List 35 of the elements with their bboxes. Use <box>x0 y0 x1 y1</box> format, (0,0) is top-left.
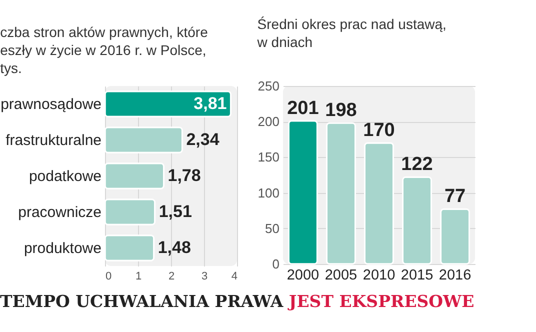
y-tick-label: 200 <box>258 114 280 130</box>
text: JEST EKSPRESOWE <box>286 292 474 311</box>
data-label: 122 <box>401 154 433 176</box>
y-tick-label: pracownicze <box>18 204 102 221</box>
data-label: 77 <box>444 186 466 208</box>
x-tick-label: 2 <box>168 270 175 282</box>
chart-title: czba stron aktów prawnych, które eszły w życie w 2016 r. w Polsce, tys. <box>0 24 208 76</box>
x-tick-label: 3 <box>201 270 208 282</box>
x-tick-label: 0 <box>106 270 112 282</box>
data-label: 2,34 <box>186 130 220 149</box>
x-tick-label: 2015 <box>400 268 434 284</box>
y-tick-label: 0 <box>272 256 280 272</box>
y-tick-label: prawnosądowe <box>0 96 102 113</box>
y-tick-label: frastrukturalne <box>6 132 102 149</box>
chart-title: Średni okres prac nad ustawą, w dniach <box>256 16 446 50</box>
x-tick-label: 4 <box>231 270 238 282</box>
text: TEMPO UCHWALANIA PRAWA <box>0 292 284 311</box>
data-label: 3,81 <box>194 94 227 113</box>
x-tick-label: 2005 <box>324 268 358 284</box>
x-tick-label: 2000 <box>286 268 320 284</box>
data-label: 1,51 <box>158 202 192 221</box>
data-label: 1,48 <box>158 238 191 257</box>
y-tick-label: 250 <box>258 78 280 94</box>
data-label: 170 <box>363 120 395 141</box>
y-tick-label: produktowe <box>24 240 102 257</box>
y-tick-label: 150 <box>258 150 280 165</box>
y-tick-label: 100 <box>258 185 280 200</box>
x-tick-label: 1 <box>135 270 142 282</box>
data-label: 201 <box>287 98 320 119</box>
data-label: 198 <box>325 100 357 122</box>
y-tick-label: 50 <box>265 220 280 236</box>
y-tick-label: podatkowe <box>28 168 102 185</box>
x-tick-label: 2016 <box>438 268 472 284</box>
x-tick-label: 2010 <box>362 268 396 284</box>
data-label: 1,78 <box>168 166 201 185</box>
